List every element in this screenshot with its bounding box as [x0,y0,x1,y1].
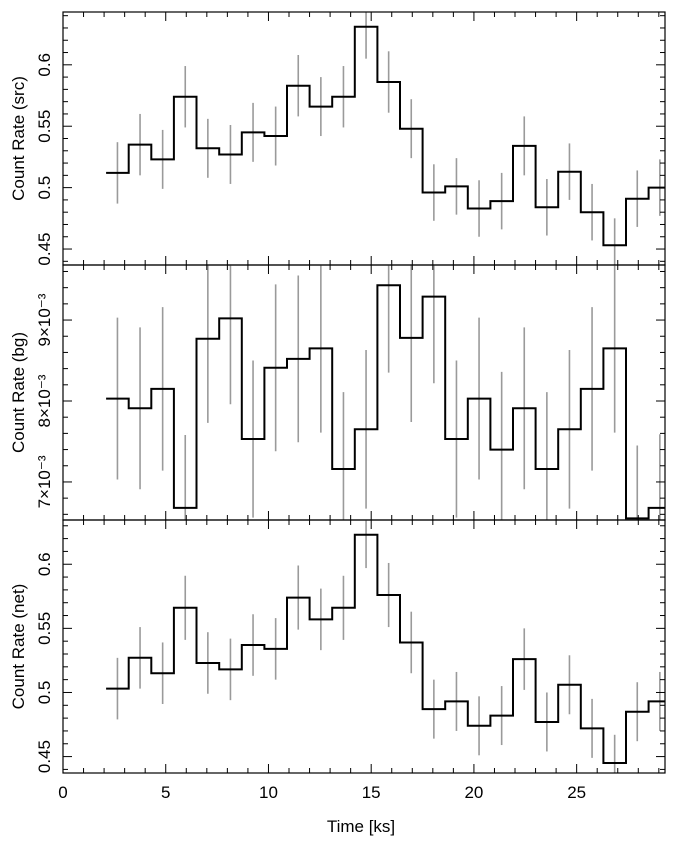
plot-area-src [106,12,665,265]
x-axis-label: Time [ks] [327,817,395,836]
ytick-label-net-2: 0.55 [35,612,54,645]
plot-area-net [106,520,665,773]
ytick-label-src-2: 0.55 [35,110,54,143]
frame-src [62,11,666,266]
frame-net [62,519,666,774]
step-line-bg [106,284,665,520]
panel-src: 0.45 0.5 0.55 0.6 Count Rate (src) [9,11,666,266]
ytick-label-bg-2: 9×10⁻³ [35,293,54,346]
step-line-net [106,533,665,764]
ytick-label-src-0: 0.45 [35,232,54,265]
ytick-label-net-3: 0.6 [35,552,54,576]
ytick-label-net-1: 0.5 [35,681,54,705]
ytick-label-src-1: 0.5 [35,176,54,200]
plot-area-bg [106,265,665,520]
ytick-label-src-3: 0.6 [35,53,54,77]
y-axis-label-src: Count Rate (src) [9,76,28,201]
ytick-label-bg-0: 7×10⁻³ [35,455,54,508]
xtick-label-0: 0 [58,783,67,802]
ytick-label-net-0: 0.45 [35,740,54,773]
y-axis-label-bg: Count Rate (bg) [9,332,28,453]
xtick-label-25: 25 [567,783,586,802]
step-line-src [106,25,665,247]
ytick-label-bg-1: 8×10⁻³ [35,374,54,427]
xtick-label-10: 10 [259,783,278,802]
panel-bg: 7×10⁻³ 8×10⁻³ 9×10⁻³ Count Rate (bg) [9,264,666,521]
xtick-label-15: 15 [362,783,381,802]
panel-net: 0.45 0.5 0.55 0.6 Count Rate (net) 0 5 10 15 20 25 [9,519,666,802]
xtick-label-5: 5 [161,783,170,802]
xtick-label-20: 20 [464,783,483,802]
y-axis-label-net: Count Rate (net) [9,584,28,710]
frame-bg [62,264,666,521]
